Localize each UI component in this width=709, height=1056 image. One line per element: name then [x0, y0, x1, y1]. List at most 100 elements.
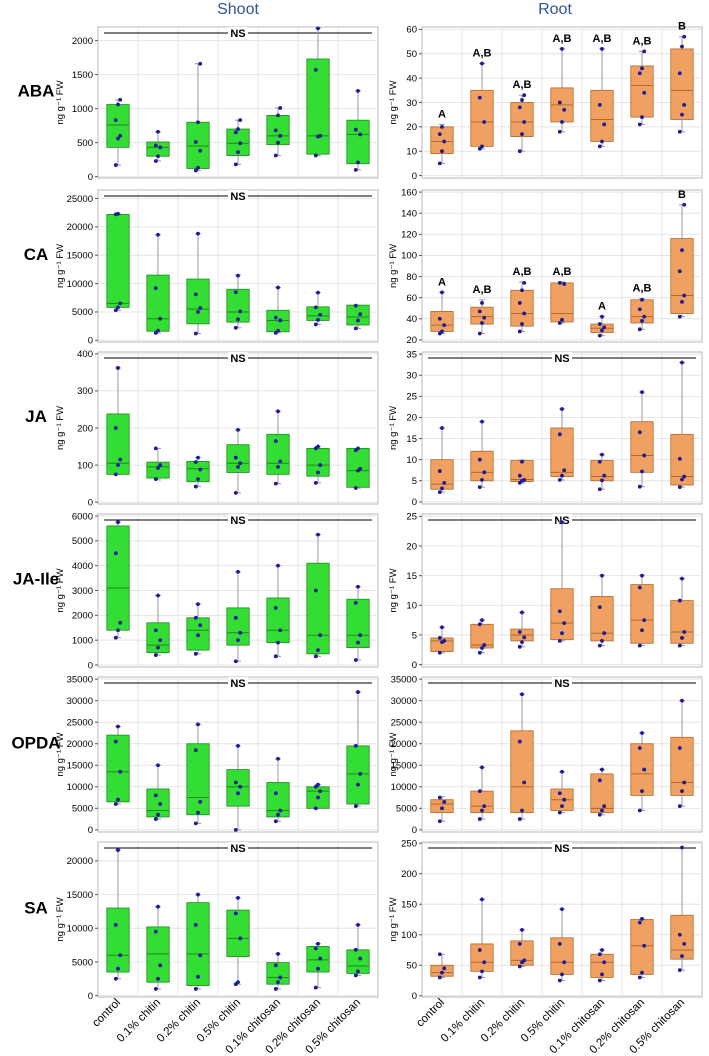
data-point — [238, 118, 243, 123]
iqr-box — [226, 769, 250, 807]
data-point — [602, 960, 607, 965]
data-point — [356, 782, 360, 787]
significance-label-bg — [228, 27, 248, 38]
iqr-box — [146, 141, 170, 157]
data-point — [353, 973, 358, 978]
data-point — [158, 963, 163, 968]
box-2 — [146, 593, 170, 657]
data-point — [236, 273, 240, 278]
data-point — [520, 927, 524, 932]
y-tick-label: 15 — [406, 571, 417, 582]
data-point — [597, 643, 602, 648]
data-point — [313, 946, 318, 951]
data-point — [233, 490, 238, 495]
y-tick-label: 10 — [406, 601, 417, 612]
box-7 — [346, 446, 370, 490]
data-point — [482, 804, 487, 809]
data-point — [233, 290, 238, 294]
data-point — [116, 797, 120, 802]
data-point — [116, 366, 120, 370]
data-point — [313, 67, 318, 72]
data-point — [236, 896, 240, 900]
iqr-box — [590, 596, 614, 642]
data-point — [196, 602, 200, 607]
data-point — [482, 470, 487, 475]
iqr-box — [306, 946, 330, 973]
shoot-panel-ja: 0 100 200 300 400 ng g⁻¹ FW NS — [55, 349, 379, 508]
data-point — [153, 446, 158, 451]
y-tick-label: 20 — [406, 413, 417, 424]
data-point — [440, 149, 444, 154]
data-point — [276, 409, 280, 414]
data-point — [273, 791, 278, 796]
box-1 — [106, 724, 130, 806]
data-point — [600, 639, 604, 643]
box-6 — [306, 26, 330, 158]
data-point — [597, 778, 602, 783]
y-tick-label: 100 — [77, 460, 93, 471]
data-point — [522, 635, 527, 640]
iqr-box — [430, 799, 454, 814]
significance-letter: A,B — [633, 35, 652, 47]
x-category-label: control — [90, 997, 123, 1030]
row-label-sa: SA — [24, 899, 48, 918]
data-point — [517, 630, 522, 634]
data-point — [316, 532, 320, 537]
data-point — [273, 315, 278, 320]
data-point — [193, 140, 198, 144]
data-point — [480, 419, 484, 424]
y-tick-label: 200 — [401, 869, 417, 880]
data-point — [276, 951, 280, 956]
shoot-column-title: Shoot — [217, 1, 259, 18]
data-point — [557, 280, 562, 285]
data-point — [442, 480, 447, 485]
data-point — [440, 486, 444, 491]
box-2 — [146, 904, 170, 991]
iqr-box — [630, 584, 654, 644]
data-point — [602, 325, 607, 330]
data-point — [353, 804, 358, 809]
data-point — [118, 301, 123, 306]
data-point — [356, 584, 360, 589]
iqr-box — [106, 525, 130, 631]
data-point — [153, 628, 158, 633]
data-point — [477, 975, 482, 980]
data-point — [557, 100, 562, 105]
data-point — [520, 808, 524, 813]
data-point — [442, 639, 447, 643]
data-point — [557, 791, 562, 796]
iqr-box — [430, 637, 454, 652]
data-point — [477, 457, 482, 462]
root-panel-ca: 20 40 60 80 100 120 140 160 ng g⁻¹ FW A A,B A,B A,B A… — [388, 187, 703, 346]
data-point — [156, 763, 160, 768]
data-point — [236, 569, 240, 574]
iqr-box — [670, 914, 694, 960]
y-tick-label: 0 — [88, 825, 93, 836]
data-point — [637, 430, 642, 435]
iqr-box — [106, 213, 130, 308]
data-point — [637, 327, 642, 332]
iqr-box — [186, 278, 210, 325]
data-point — [642, 90, 647, 95]
data-point — [677, 804, 682, 809]
data-point — [276, 812, 280, 817]
y-tick-label: 1000 — [72, 635, 93, 646]
data-point — [442, 323, 447, 328]
data-point — [640, 628, 644, 633]
iqr-box — [550, 937, 574, 975]
y-tick-label: 5000 — [72, 804, 93, 815]
box-6 — [630, 731, 654, 813]
data-point — [353, 303, 358, 308]
data-point — [193, 615, 198, 620]
box-2 — [146, 232, 170, 335]
data-point — [517, 964, 522, 969]
y-axis-label: ng g⁻¹ FW — [55, 568, 66, 612]
data-point — [440, 806, 444, 811]
significance-letter: A — [438, 276, 446, 288]
data-point — [440, 625, 444, 630]
data-point — [236, 427, 240, 432]
data-point — [278, 975, 283, 980]
data-point — [480, 144, 484, 149]
data-point — [278, 808, 283, 813]
